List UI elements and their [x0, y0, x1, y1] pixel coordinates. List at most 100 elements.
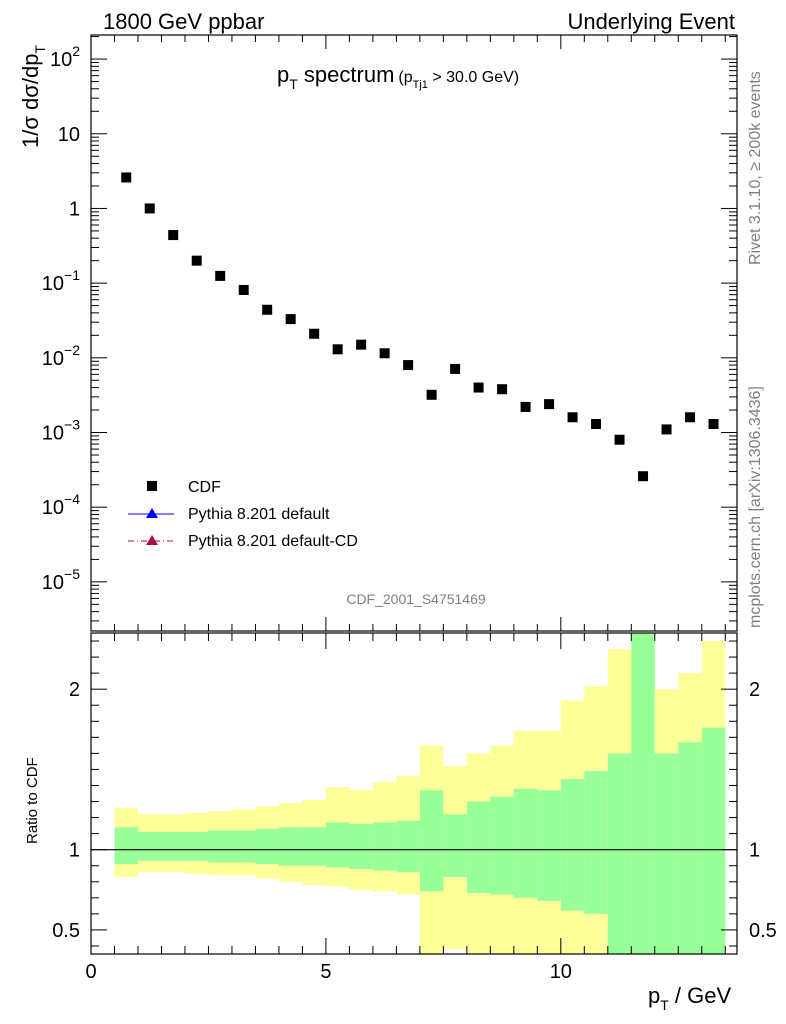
main-y-tick-label: 10−5 [42, 566, 80, 594]
inner-band-bin [419, 790, 444, 892]
tick-exponent: −4 [64, 491, 80, 507]
title-rest: spectrum [298, 62, 395, 87]
cdf-data-point [591, 418, 602, 429]
inner-band-bin [584, 771, 608, 914]
main-y-axis-label: 1/σ dσ/dpT [18, 45, 48, 148]
cdf-data-point [191, 255, 202, 266]
ratio-y-tick-label: 1 [69, 840, 80, 862]
main-title: pT spectrum (pTj1 > 30.0 GeV) [277, 62, 519, 92]
inner-band-bin [678, 742, 702, 954]
inner-band-bin [396, 820, 420, 873]
cdf-data-point [403, 360, 414, 371]
cdf-data-points [121, 172, 719, 482]
header-right-label: Underlying Event [567, 9, 735, 34]
main-y-tick-label: 102 [50, 43, 80, 71]
inner-band-bin [208, 830, 232, 863]
cdf-data-point [144, 203, 155, 214]
x-tick-label: 10 [550, 961, 572, 983]
main-y-tick-label: 1 [69, 198, 80, 220]
tick-base: 10 [42, 273, 64, 295]
cdf-data-point [544, 399, 555, 410]
cdf-data-point [309, 328, 320, 339]
header-left-label: 1800 GeV ppbar [103, 9, 264, 34]
cdf-data-point [332, 344, 343, 355]
inner-band-bin [631, 633, 655, 954]
inner-band-bin [372, 822, 397, 871]
tick-exponent: −5 [64, 566, 80, 582]
x-tick-label: 0 [85, 961, 96, 983]
cdf-data-point [215, 270, 226, 281]
cdf-data-point [356, 339, 367, 350]
tick-base: 10 [42, 423, 64, 445]
main-y-tick-label: 10−4 [42, 491, 80, 519]
tick-base: 10 [42, 497, 64, 519]
inner-band-bin [349, 823, 373, 869]
cdf-data-point [285, 314, 296, 325]
ratio-y-tick-label-right: 2 [749, 679, 760, 701]
legend-pythia-cd-marker [146, 535, 158, 545]
legend-pythia-default-marker [146, 508, 158, 518]
cdf-data-point [262, 304, 273, 315]
inner-band-bin [137, 832, 162, 861]
ratio-y-tick-label: 2 [69, 679, 80, 701]
inner-band-bin [443, 814, 467, 877]
analysis-watermark: CDF_2001_S4751469 [346, 591, 486, 607]
tick-exponent: −2 [64, 342, 80, 358]
ratio-axes: 0.5 0.5 1 1 2 2 0 5 10 [52, 633, 777, 983]
cdf-data-point [638, 471, 649, 482]
inner-band-bin [184, 832, 209, 861]
title-cut-open: (p [398, 69, 412, 86]
inner-band-bin [231, 830, 256, 863]
ratio-y-tick-label-right: 1 [749, 840, 760, 862]
title-cut-rest: > 30.0 GeV) [428, 69, 519, 86]
cdf-data-point [121, 172, 132, 183]
main-y-tick-label: 10−2 [42, 342, 80, 370]
cdf-data-point [426, 389, 437, 400]
inner-band-bin [255, 828, 279, 865]
ratio-y-axis-label: Ratio to CDF [24, 757, 41, 844]
cdf-data-point [168, 230, 179, 241]
main-y-tick-label: 10−3 [42, 417, 80, 445]
inner-band-bin [607, 753, 632, 954]
inner-band-bin [654, 753, 679, 954]
cdf-data-point [520, 401, 531, 412]
cdf-data-point [661, 424, 672, 435]
rivet-side-label: Rivet 3.1.10, ≥ 200k events [747, 71, 764, 265]
ratio-uncertainty-bands [114, 633, 726, 954]
ratio-plot-frame [90, 632, 738, 955]
main-plot-frame [90, 34, 738, 632]
tick-base: 10 [42, 572, 64, 594]
cdf-data-point [473, 382, 484, 393]
ratio-y-tick-label: 0.5 [52, 920, 80, 942]
inner-band-bin [513, 788, 538, 898]
inner-band-bin [537, 790, 561, 902]
inner-band-bin [161, 832, 185, 861]
tick-exponent: −1 [64, 267, 80, 283]
title-p-sub: T [289, 76, 298, 92]
inner-band-bin [560, 779, 585, 911]
inner-band-bin [701, 727, 726, 954]
cdf-data-point [238, 284, 249, 295]
legend-cdf-marker [147, 481, 157, 491]
inner-band-bin [325, 822, 350, 868]
inner-band-bin [466, 801, 491, 894]
cdf-data-point [450, 363, 461, 374]
cdf-data-point [614, 434, 625, 445]
cdf-data-point [685, 412, 696, 423]
main-y-tick-label: 10−1 [42, 267, 80, 295]
legend-pythia-default-label: Pythia 8.201 default [188, 506, 330, 523]
cdf-data-point [379, 348, 390, 359]
main-y-tick-label: 10 [58, 124, 80, 146]
inner-band-bin [278, 827, 303, 866]
inner-band-bin [114, 827, 138, 865]
legend-pythia-cd-label: Pythia 8.201 default-CD [188, 533, 358, 550]
cdf-data-point [567, 412, 578, 423]
tick-exponent: 2 [72, 43, 80, 59]
title-cut-sub: Tj1 [413, 79, 428, 91]
x-tick-label: 5 [320, 961, 331, 983]
inner-band-bin [490, 796, 514, 895]
tick-base: 10 [42, 348, 64, 370]
